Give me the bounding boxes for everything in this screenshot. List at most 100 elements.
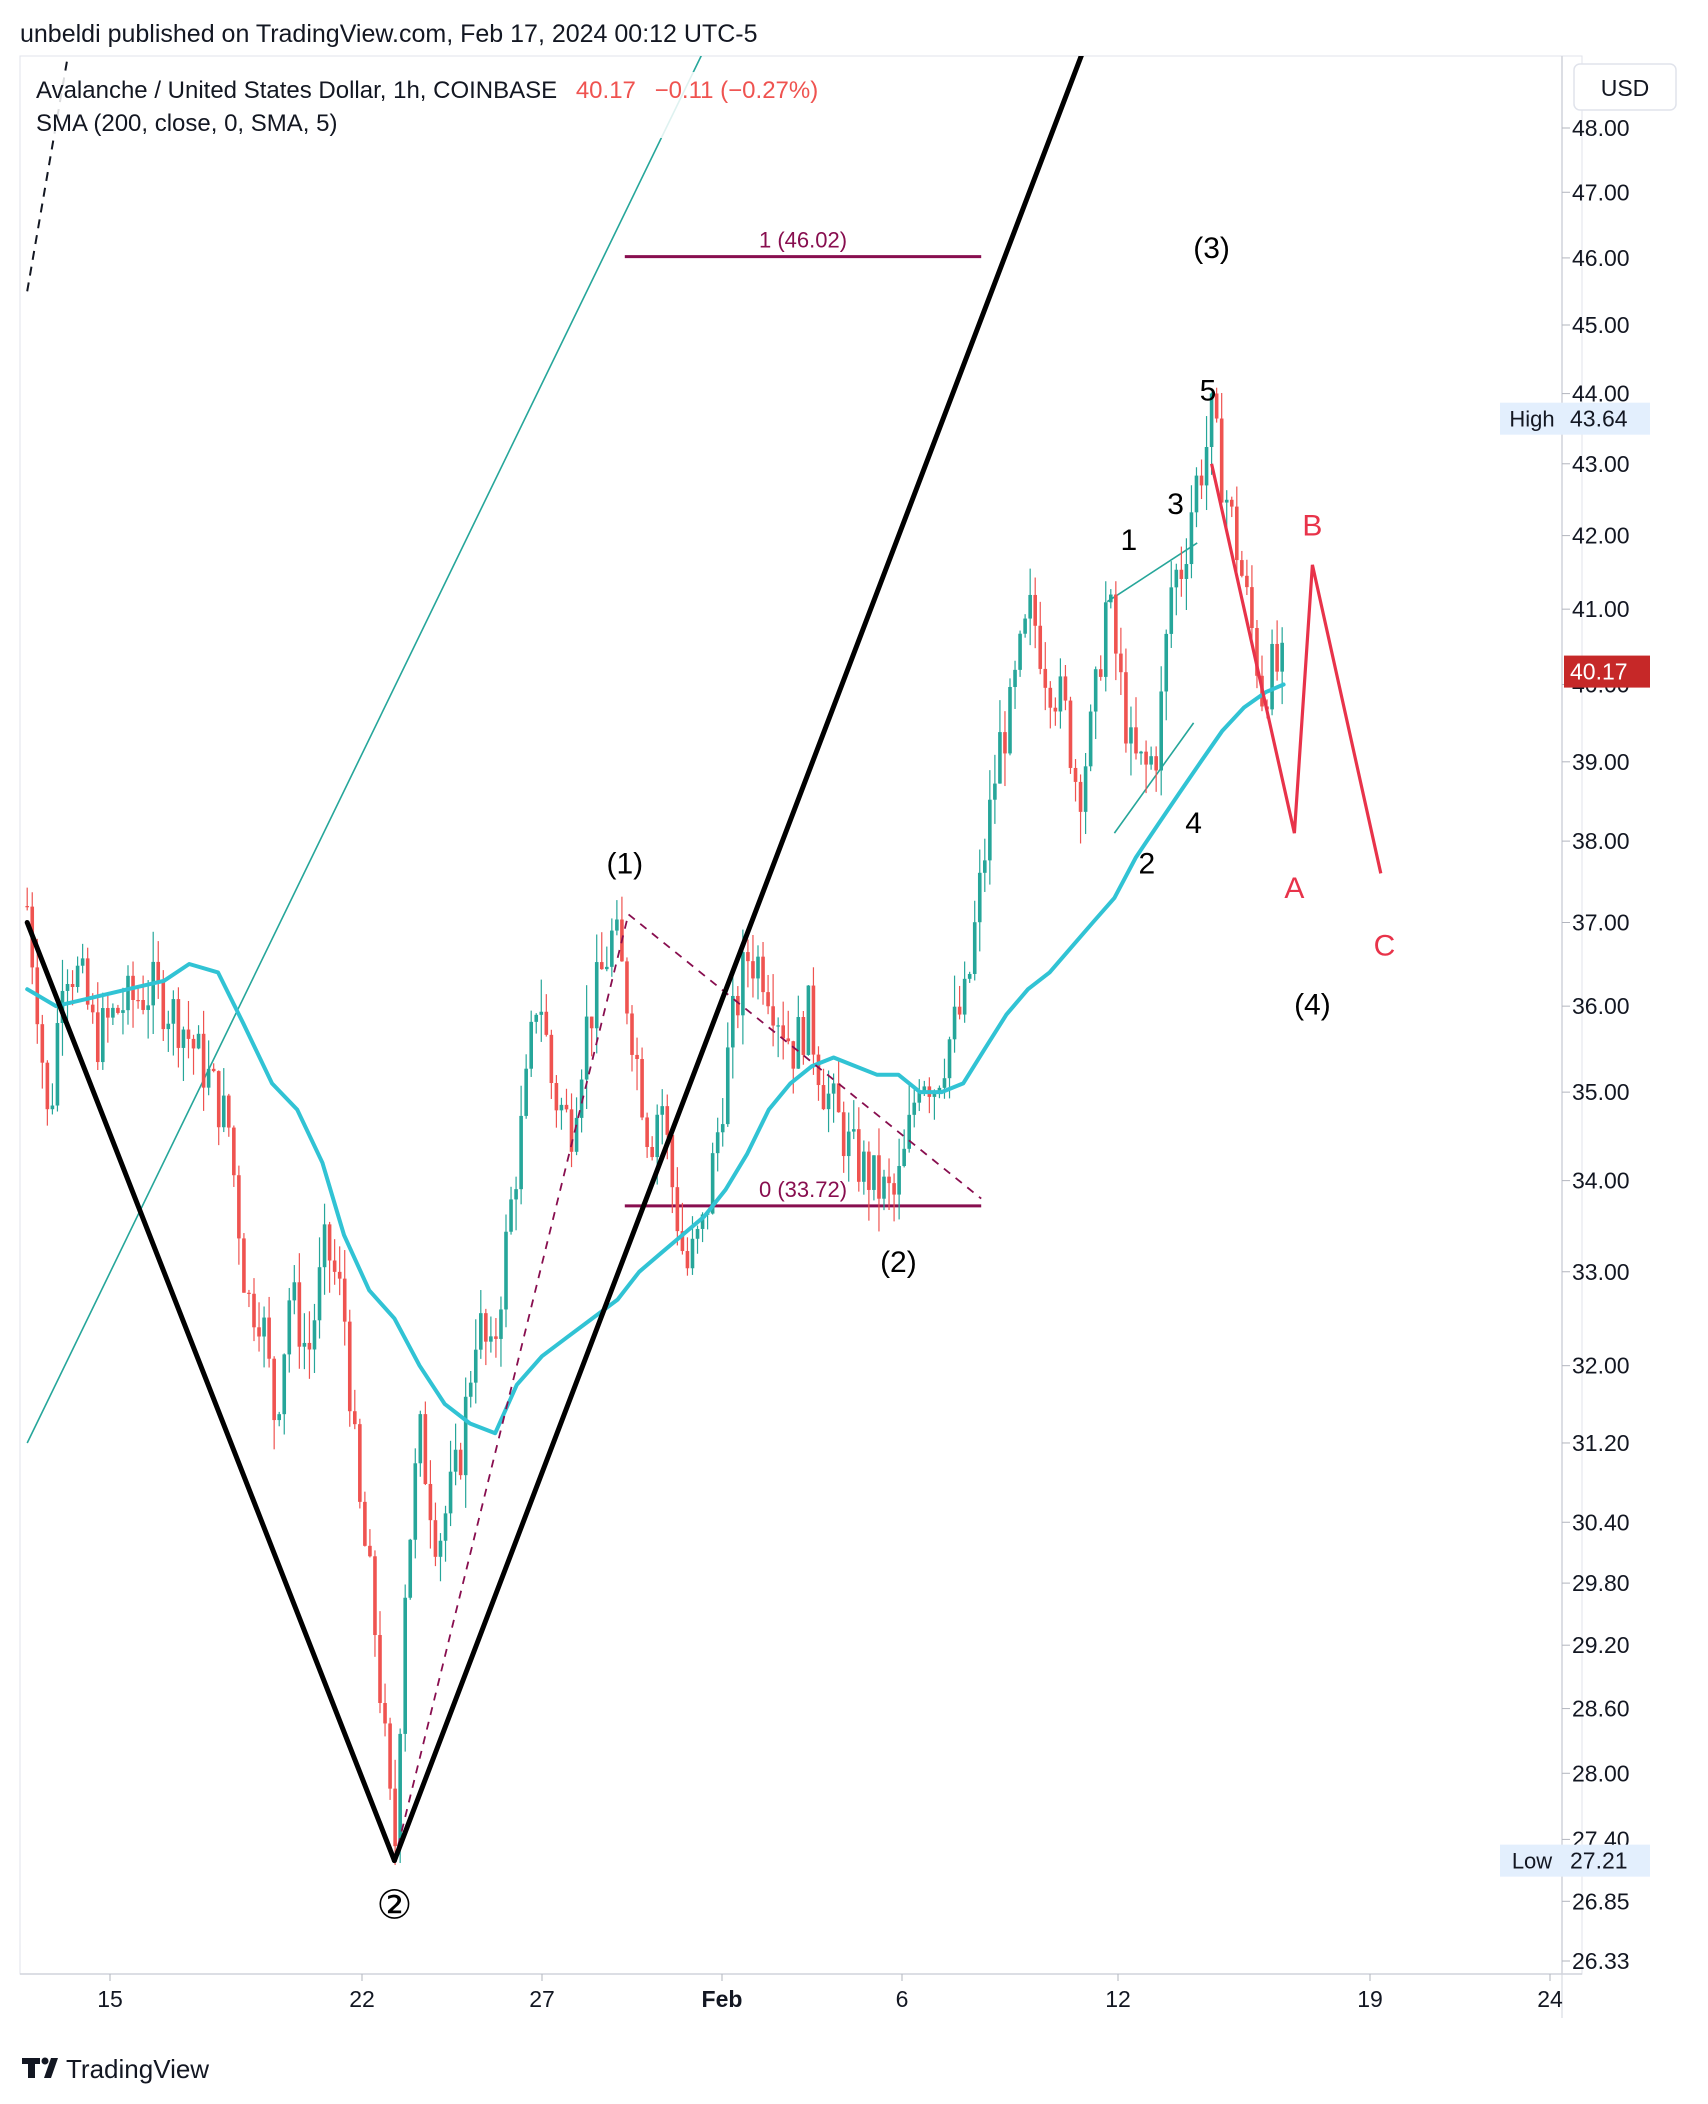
candle-body [171, 999, 176, 1024]
candle-body [146, 1005, 150, 1010]
candles [25, 387, 1284, 1866]
candle-body [25, 906, 29, 908]
candle-body [358, 1424, 362, 1502]
candle-body [736, 995, 740, 1016]
candle-body [453, 1449, 458, 1472]
candle-body [101, 1008, 105, 1063]
candle-body [983, 860, 987, 873]
candle-body [579, 1079, 584, 1118]
candle-body [287, 1300, 292, 1355]
candle-body [373, 1556, 377, 1636]
candle-body [1078, 781, 1083, 812]
candle-body [292, 1282, 297, 1301]
candle-body [247, 1292, 251, 1294]
y-tick-label: 43.00 [1572, 451, 1630, 477]
candle-body [1063, 676, 1068, 701]
candle-body [55, 1023, 60, 1106]
candle-body [539, 1011, 544, 1015]
candle-body [443, 1513, 448, 1541]
currency-button[interactable] [1573, 63, 1677, 111]
candle-body [458, 1449, 463, 1476]
candle-body [942, 1078, 947, 1088]
candle-body [751, 961, 755, 979]
candle-body [761, 956, 765, 993]
indicator-legend[interactable]: SMA (200, close, 0, SMA, 5) [36, 110, 337, 137]
candle-body [524, 1068, 528, 1116]
candle-body [1023, 618, 1027, 634]
candle-body [1058, 676, 1063, 712]
candle-body [408, 1539, 413, 1598]
y-tick-label: 29.80 [1572, 1570, 1630, 1596]
candle-body [947, 1039, 952, 1079]
wave-label: 5 [1200, 375, 1217, 408]
footer-brand[interactable]: TradingView [66, 2054, 209, 2084]
candle-body [1134, 727, 1138, 754]
candle-body [514, 1189, 518, 1200]
candle-body [40, 1024, 45, 1063]
candle-body [428, 1483, 433, 1521]
candle-body [957, 1006, 962, 1015]
candle-body [489, 1336, 493, 1342]
candle-body [398, 1733, 402, 1847]
low-label-title: Low [1512, 1849, 1552, 1874]
candle-body [80, 958, 85, 966]
x-tick-label: 12 [1105, 1986, 1131, 2012]
candle-body [1194, 475, 1199, 513]
candle-body [312, 1320, 317, 1350]
candle-body [610, 930, 614, 967]
candle-body [594, 962, 599, 1029]
candle-body [1068, 700, 1073, 768]
triangle-line [1113, 722, 1195, 834]
candle-body [297, 1282, 302, 1347]
candle-body [1083, 766, 1088, 812]
candle-body [317, 1267, 322, 1321]
wave-label: B [1302, 510, 1322, 543]
candle-body [685, 1251, 690, 1269]
candle-body [882, 1176, 886, 1199]
candle-body [630, 1013, 634, 1055]
price-axis[interactable]: 48.00 47.00 46.00 45.00 44.00 43.00 42.00 41.00… [1562, 115, 1630, 1974]
wave-labels: ② (1) (2) (3) (4) 1 2 3 4 5 A B C [376, 232, 1395, 1927]
plot-area[interactable]: 1 (46.02) 0 (33.72) ② (1) (2) (3) (4) 1 2 3 4 5 A B C [24, 0, 1395, 1927]
candle-body [544, 1011, 549, 1035]
candle-body [660, 1106, 665, 1115]
candle-body [725, 1047, 730, 1125]
candle-body [912, 1102, 917, 1115]
symbol-title: Avalanche / United States Dollar, 1h, CO… [36, 77, 557, 104]
candle-body [786, 1038, 791, 1042]
candle-body [196, 1033, 201, 1049]
candle-body [519, 1115, 523, 1190]
candle-body [1214, 393, 1219, 419]
y-tick-label: 29.20 [1572, 1632, 1630, 1658]
wave-label: 3 [1167, 488, 1184, 521]
low-label-value-bg [1564, 1844, 1650, 1877]
candle-body [962, 978, 967, 1015]
candle-body [121, 1010, 125, 1013]
candle-body [176, 999, 181, 1048]
candle-body [1174, 569, 1179, 588]
wave-label: (2) [880, 1246, 917, 1279]
candle-body [1144, 751, 1148, 765]
y-tick-label: 35.00 [1572, 1079, 1630, 1105]
candle-body [998, 732, 1002, 784]
candle-body [111, 1007, 115, 1018]
candle-body [332, 1260, 337, 1272]
fib-level-label: 0 (33.72) [759, 1177, 847, 1202]
symbol-legend[interactable]: Avalanche / United States Dollar, 1h, CO… [36, 77, 818, 104]
candle-body [418, 1414, 423, 1464]
candle-body [720, 1124, 725, 1133]
time-axis[interactable]: 15 22 27 Feb 6 12 19 24 [97, 1974, 1563, 2012]
candle-body [1053, 707, 1058, 712]
candle-body [1280, 642, 1284, 672]
candle-body [368, 1545, 372, 1557]
candle-body [327, 1224, 332, 1261]
candle-body [967, 973, 972, 979]
candle-body [136, 999, 140, 1002]
candle-body [65, 984, 70, 991]
candle-body [710, 1153, 715, 1214]
y-tick-label: 38.00 [1572, 828, 1630, 854]
fib-level-label: 1 (46.02) [759, 228, 847, 253]
candle-body [781, 1025, 785, 1039]
candle-body [1093, 669, 1098, 712]
